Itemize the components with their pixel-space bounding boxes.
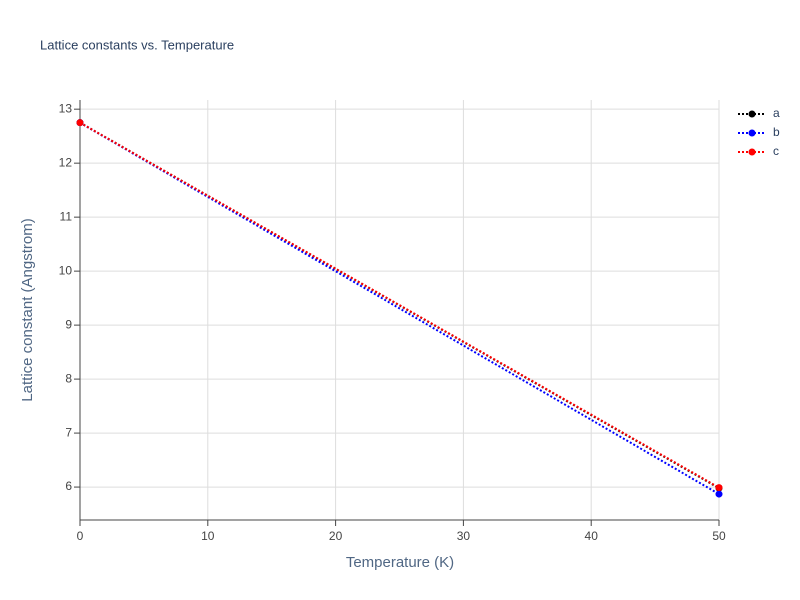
y-tick-label: 11: [60, 209, 73, 223]
point: [715, 490, 723, 498]
x-axis-label: Temperature (K): [346, 554, 454, 571]
x-tick-label: 10: [201, 529, 215, 543]
chart-title: Lattice constants vs. Temperature: [40, 37, 234, 52]
x-tick-label: 0: [77, 529, 84, 543]
y-tick-label: 13: [59, 101, 73, 115]
legend-label: b: [773, 125, 780, 139]
x-tick-label: 40: [585, 529, 599, 543]
legend-label: c: [773, 144, 779, 158]
y-axis-label: Lattice constant (Angstrom): [19, 218, 36, 401]
y-tick-label: 8: [65, 371, 72, 385]
point: [76, 119, 84, 127]
x-tick-label: 50: [712, 529, 726, 543]
legend-label: a: [773, 106, 780, 120]
y-tick-label: 10: [59, 263, 73, 277]
y-tick-label: 9: [65, 317, 72, 331]
series-line: [79, 121, 720, 495]
y-tick-label: 6: [65, 479, 72, 493]
legend-marker: [748, 148, 756, 156]
series-line: [79, 121, 720, 489]
point: [715, 484, 723, 492]
legend-marker: [748, 110, 756, 118]
x-tick-label: 20: [329, 529, 343, 543]
x-tick-label: 30: [457, 529, 471, 543]
legend-marker: [748, 129, 756, 137]
y-tick-label: 12: [59, 155, 73, 169]
y-tick-label: 7: [65, 425, 72, 439]
